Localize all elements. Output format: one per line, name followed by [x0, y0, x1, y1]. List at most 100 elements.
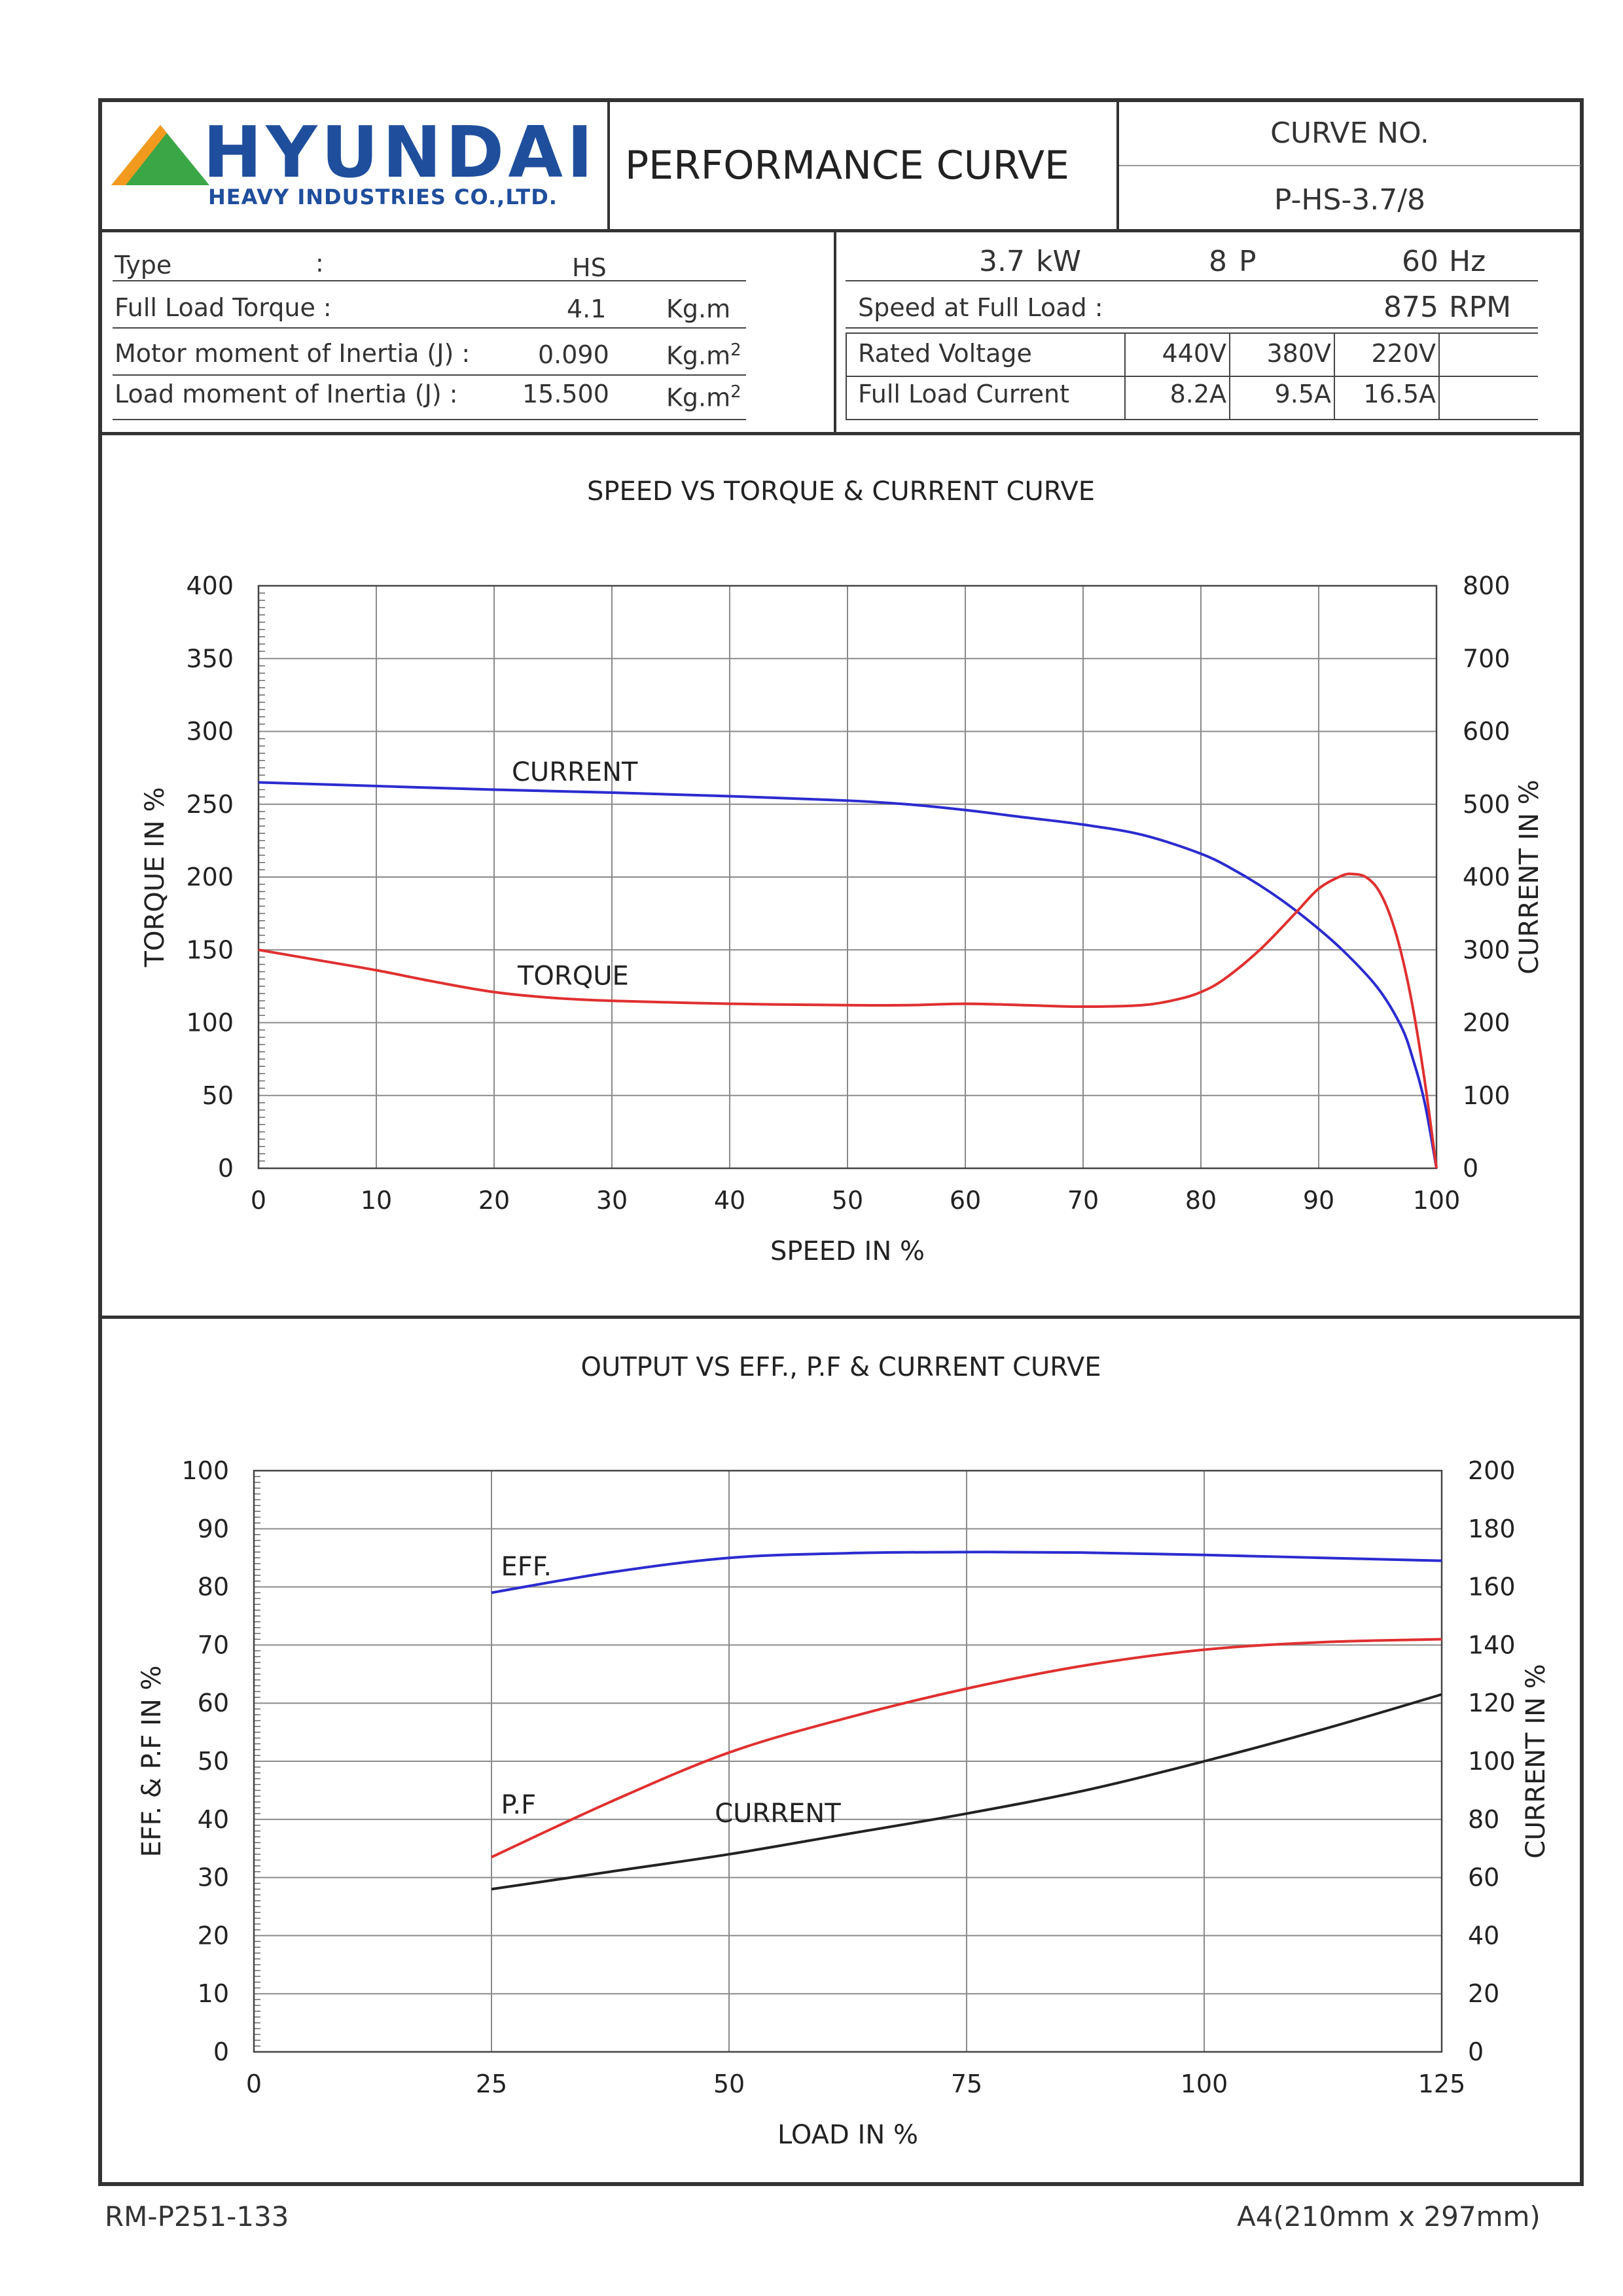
chart1-x-tick-label: 10	[361, 1186, 392, 1215]
chart2-series-eff-line	[491, 1551, 1442, 1594]
motor-inertia-label: Motor moment of Inertia (J) :	[115, 339, 471, 368]
spec-right-rule-2	[846, 327, 1538, 329]
chart2-title: OUTPUT VS EFF., P.F & CURRENT CURVE	[580, 1352, 1101, 1382]
logo-triangle-icon	[111, 125, 209, 185]
chart1-y-tick-label: 150	[186, 935, 234, 964]
speed-unit: RPM	[1449, 291, 1512, 324]
spec-rule-2	[113, 327, 746, 329]
chart2-y-tick-label: 70	[198, 1630, 229, 1659]
chart1-y-tick-label: 350	[186, 644, 234, 673]
type-value: HS	[572, 253, 607, 282]
chart2-y2-tick-label: 40	[1468, 1921, 1499, 1950]
chart1-x-tick-label: 60	[950, 1186, 981, 1215]
power-value: 3.7	[979, 245, 1025, 278]
chart1-x-tick-label: 40	[714, 1186, 745, 1215]
chart1-y2-tick-label: 500	[1463, 790, 1510, 819]
chart1-x-tick-label: 80	[1185, 1186, 1217, 1215]
chart2-y-tick-label: 60	[198, 1689, 229, 1717]
current-3: 16.5A	[1363, 380, 1436, 408]
chart1-y2-tick-label: 0	[1463, 1154, 1478, 1183]
chart2-y2-tick-label: 0	[1468, 2037, 1484, 2066]
load-inertia-label: Load moment of Inertia (J) :	[115, 380, 458, 408]
chart2-plot-border	[253, 1469, 1443, 2053]
chart1-annotation-0: CURRENT	[512, 757, 638, 787]
chart1-x-tick-label: 100	[1413, 1186, 1461, 1215]
chart1-series-torque-line	[258, 872, 1438, 1169]
spec-bottom-rule	[98, 432, 1584, 435]
voltage-2: 380V	[1266, 339, 1331, 368]
chart1-x-tick-label: 0	[251, 1186, 266, 1215]
chart2-y2-tick-label: 80	[1468, 1805, 1499, 1834]
chart2-y2-tick-label: 160	[1468, 1573, 1516, 1602]
load-inertia-unit-sup: 2	[730, 382, 741, 402]
speed-value: 875	[1383, 291, 1438, 324]
torque-label: Full Load Torque :	[115, 293, 332, 322]
chart2-x-tick-label: 50	[713, 2070, 745, 2098]
chart1-y-tick-label: 0	[218, 1154, 234, 1183]
chart2-y-axis-label: EFF. & P.F IN %	[137, 1666, 167, 1857]
current-1: 8.2A	[1169, 380, 1226, 408]
chart2-x-tick-label: 0	[246, 2070, 262, 2098]
chart1-y2-axis-label: CURRENT IN %	[1514, 780, 1544, 975]
chart1-y-tick-label: 100	[186, 1009, 234, 1037]
chart1-y2-tick-label: 700	[1463, 644, 1510, 673]
current-2: 9.5A	[1274, 380, 1331, 408]
chart1-x-tick-label: 70	[1067, 1186, 1099, 1215]
current-label: Full Load Current	[858, 380, 1070, 408]
logo-brand: HYUNDAI	[203, 112, 597, 194]
chart2-y2-tick-label: 180	[1468, 1515, 1516, 1543]
curve-no-label: CURVE NO.	[1270, 117, 1429, 150]
chart1-y2-tick-label: 300	[1463, 935, 1510, 964]
chart2-y-tick-label: 50	[198, 1747, 229, 1776]
curve-no-value: P-HS-3.7/8	[1274, 183, 1426, 217]
chart1-y2-tick-label: 400	[1463, 863, 1510, 891]
voltage-1: 440V	[1162, 339, 1226, 368]
chart2-series-pf-line	[491, 1638, 1442, 1859]
chart2-x-tick-label: 25	[476, 2070, 507, 2098]
freq-value: 60	[1402, 245, 1438, 278]
power-unit: kW	[1036, 245, 1081, 278]
chart1-x-tick-label: 30	[596, 1186, 628, 1215]
header-divider-1	[607, 98, 610, 229]
curve-no-divider	[1119, 165, 1580, 166]
paper-size: A4(210mm x 297mm)	[1237, 2200, 1541, 2233]
chart2-annotation-1: P.F	[501, 1790, 537, 1820]
chart1-x-tick-label: 50	[832, 1186, 863, 1215]
spec-right-rule-1	[846, 280, 1538, 281]
chart2-y2-axis-label: CURRENT IN %	[1521, 1664, 1551, 1859]
table-mid-rule	[846, 376, 1538, 377]
logo: HYUNDAI HEAVY INDUSTRIES CO.,LTD.	[111, 117, 609, 213]
motor-inertia-unit: Kg.m2	[666, 340, 741, 370]
chart2-y-tick-label: 10	[198, 1979, 229, 2008]
chart2-series-current-line	[491, 1693, 1442, 1891]
chart1-x-tick-label: 20	[478, 1186, 510, 1215]
chart1-y2-tick-label: 800	[1463, 571, 1510, 600]
chart2-x-axis-label: LOAD IN %	[777, 2120, 918, 2150]
spec-rule-3	[113, 374, 746, 376]
load-inertia-value: 15.500	[522, 380, 609, 408]
spec-rule-4	[113, 419, 746, 420]
doc-number: RM-P251-133	[105, 2200, 289, 2233]
chart2-y-tick-label: 40	[198, 1805, 229, 1834]
chart2-y-tick-label: 90	[198, 1515, 229, 1543]
chart2-annotation-0: EFF.	[501, 1552, 552, 1582]
chart-divider-rule	[98, 1316, 1584, 1319]
chart1-y2-tick-label: 100	[1463, 1081, 1510, 1110]
chart2-x-tick-label: 125	[1418, 2070, 1466, 2098]
chart1-plot-border	[257, 584, 1438, 1170]
torque-unit: Kg.m	[666, 295, 731, 323]
chart1-x-axis-label: SPEED IN %	[770, 1236, 925, 1266]
chart1-title: SPEED VS TORQUE & CURRENT CURVE	[587, 476, 1095, 507]
chart2-y2-tick-label: 100	[1468, 1747, 1516, 1776]
chart2-annotation-2: CURRENT	[715, 1799, 841, 1829]
page-title: PERFORMANCE CURVE	[625, 143, 1069, 188]
chart1-y2-tick-label: 600	[1463, 717, 1510, 746]
chart1-annotation-1: TORQUE	[517, 961, 629, 992]
chart1-y2-tick-label: 200	[1463, 1009, 1510, 1037]
chart1-x-tick-label: 90	[1303, 1186, 1334, 1215]
speed-label: Speed at Full Load :	[858, 293, 1103, 322]
chart-speed-torque-current: 0 10 20 30 40 50 60 70 80 90 100050100150200250300…	[140, 571, 1544, 1266]
motor-inertia-unit-sup: 2	[730, 340, 741, 360]
voltage-label: Rated Voltage	[858, 339, 1032, 368]
poles-value: 8	[1209, 245, 1227, 278]
